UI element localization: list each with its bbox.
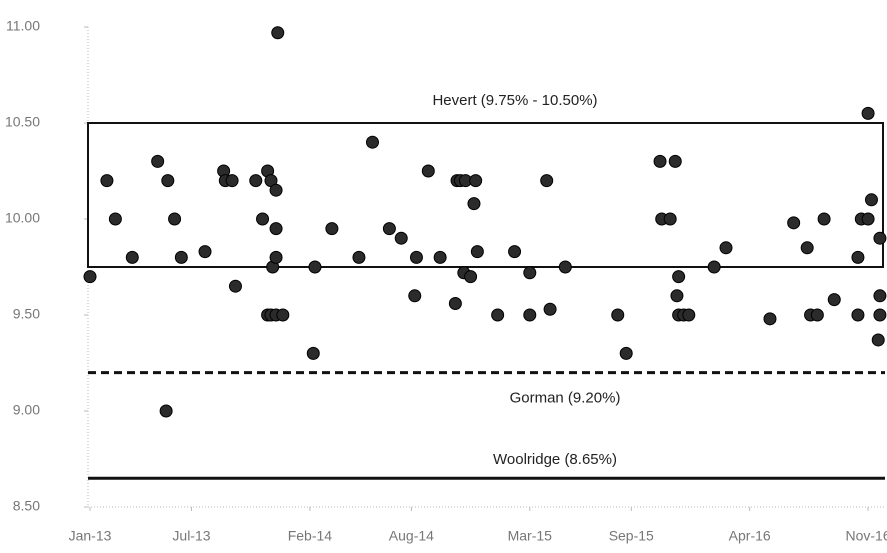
data-point <box>271 26 285 40</box>
data-point <box>611 308 625 322</box>
data-point <box>159 404 173 418</box>
data-point <box>663 212 677 226</box>
reference-band <box>87 122 884 268</box>
data-point <box>161 174 175 188</box>
data-point <box>168 212 182 226</box>
data-point <box>308 260 322 274</box>
data-point <box>670 289 684 303</box>
data-point <box>871 333 885 347</box>
reference-label: Hevert (9.75% - 10.50%) <box>432 92 597 109</box>
data-point <box>408 289 422 303</box>
data-point <box>470 245 484 259</box>
data-point <box>668 154 682 168</box>
data-point <box>861 106 875 120</box>
data-point <box>198 245 212 259</box>
data-point <box>225 174 239 188</box>
data-point <box>672 270 686 284</box>
data-point <box>861 212 875 226</box>
data-point <box>851 250 865 264</box>
data-point <box>448 296 462 310</box>
data-point <box>256 212 270 226</box>
data-point <box>83 270 97 284</box>
data-point <box>108 212 122 226</box>
data-point <box>864 193 878 207</box>
data-point <box>394 231 408 245</box>
data-point <box>682 308 696 322</box>
data-point <box>306 346 320 360</box>
data-point <box>352 250 366 264</box>
data-point <box>817 212 831 226</box>
data-point <box>873 231 887 245</box>
data-point <box>851 308 865 322</box>
y-tick-label: 10.00 <box>5 210 40 226</box>
data-point <box>810 308 824 322</box>
data-point <box>325 222 339 236</box>
data-point <box>763 312 777 326</box>
data-point <box>827 293 841 307</box>
y-tick-label: 9.00 <box>13 402 40 418</box>
data-point <box>365 135 379 149</box>
x-tick-label: Jul-13 <box>172 528 210 544</box>
data-point <box>523 266 537 280</box>
y-tick-label: 10.50 <box>5 114 40 130</box>
data-point <box>707 260 721 274</box>
y-tick-label: 11.00 <box>6 18 40 34</box>
data-point <box>540 174 554 188</box>
reference-label: Woolridge (8.65%) <box>493 451 617 468</box>
data-point <box>800 241 814 255</box>
data-point <box>491 308 505 322</box>
data-point <box>269 222 283 236</box>
data-point <box>619 346 633 360</box>
data-point <box>873 308 887 322</box>
data-point <box>421 164 435 178</box>
x-tick-label: Nov-16 <box>846 528 887 544</box>
y-tick-label: 9.50 <box>13 306 40 322</box>
x-tick-label: Feb-14 <box>288 528 333 544</box>
x-tick-label: Sep-15 <box>609 528 654 544</box>
data-point <box>269 183 283 197</box>
reference-label: Gorman (9.20%) <box>510 390 621 407</box>
data-point <box>464 270 478 284</box>
data-point <box>174 250 188 264</box>
data-point <box>100 174 114 188</box>
data-point <box>653 154 667 168</box>
data-point <box>276 308 290 322</box>
data-point <box>269 250 283 264</box>
x-tick-label: Mar-15 <box>508 528 553 544</box>
x-tick-label: Jan-13 <box>69 528 112 544</box>
data-point <box>125 250 139 264</box>
data-point <box>469 174 483 188</box>
data-point <box>409 250 423 264</box>
y-tick-label: 8.50 <box>13 498 40 514</box>
data-point <box>228 279 242 293</box>
data-point <box>249 174 263 188</box>
x-tick-label: Apr-16 <box>729 528 771 544</box>
data-point <box>151 154 165 168</box>
x-tick-label: Aug-14 <box>389 528 434 544</box>
data-point <box>787 216 801 230</box>
data-point <box>523 308 537 322</box>
data-point <box>719 241 733 255</box>
data-point <box>558 260 572 274</box>
data-point <box>433 250 447 264</box>
data-point <box>543 302 557 316</box>
data-point <box>508 245 522 259</box>
data-point <box>467 197 481 211</box>
data-point <box>382 222 396 236</box>
data-point <box>873 289 887 303</box>
